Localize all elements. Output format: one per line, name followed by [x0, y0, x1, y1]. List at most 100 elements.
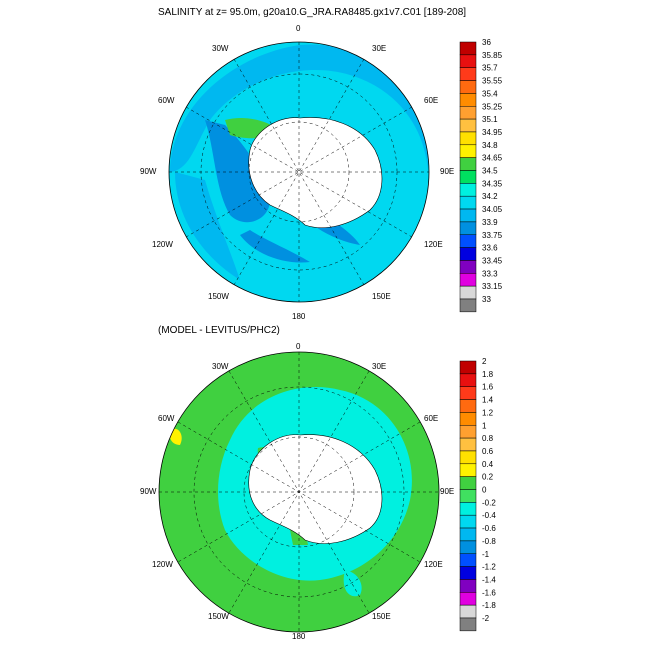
top-colorbar-swatch [459, 247, 477, 261]
bottom-colorbar-label: 1.2 [482, 408, 494, 417]
bottom-lon-150e: 150E [372, 612, 391, 621]
bottom-colorbar-swatch [459, 553, 477, 567]
top-colorbar-label: 33.9 [482, 218, 498, 227]
top-colorbar-label: 35.1 [482, 115, 498, 124]
top-lon-0: 0 [296, 24, 301, 33]
top-colorbar-swatch [459, 106, 477, 120]
bottom-colorbar-swatch [459, 514, 477, 529]
bottom-colorbar-swatch [459, 437, 477, 452]
bottom-colorbar-swatch [459, 489, 477, 503]
bottom-colorbar-swatch [459, 463, 477, 477]
top-lon-150e: 150E [372, 292, 391, 301]
bottom-colorbar-swatch [459, 566, 477, 580]
bottom-lon-180: 180 [292, 632, 306, 641]
top-colorbar-label: 35.85 [482, 51, 503, 60]
bottom-colorbar-label: -1.4 [482, 575, 496, 584]
top-colorbar-swatch [459, 41, 477, 56]
bottom-colorbar-label: -1.8 [482, 601, 496, 610]
bottom-colorbar-swatch [459, 617, 477, 632]
top-colorbar-swatch [459, 285, 477, 300]
bottom-colorbar-label: -0.2 [482, 498, 496, 507]
bottom-colorbar-swatch [459, 592, 477, 606]
bottom-colorbar-label: -0.8 [482, 537, 496, 546]
top-colorbar-swatch [459, 183, 477, 197]
bottom-lon-30e: 30E [372, 362, 387, 371]
top-lon-90w: 90W [140, 167, 157, 176]
bottom-map-title: (MODEL - LEVITUS/PHC2) [158, 325, 280, 336]
bottom-colorbar-label: -1.2 [482, 563, 496, 572]
bottom-colorbar-label: -0.6 [482, 524, 496, 533]
top-lon-30e: 30E [372, 44, 387, 53]
bottom-colorbar-label: 0.4 [482, 460, 494, 469]
top-lon-180: 180 [292, 312, 306, 321]
bottom-lon-90w: 90W [140, 487, 157, 496]
bottom-colorbar-swatch [459, 604, 477, 619]
bottom-lon-60e: 60E [424, 414, 439, 423]
bottom-lon-60w: 60W [158, 414, 175, 423]
bottom-colorbar-label: 1 [482, 421, 487, 430]
bottom-colorbar-label: -1 [482, 550, 490, 559]
bottom-colorbar-label: 1.8 [482, 370, 494, 379]
top-map-title: SALINITY at z= 95.0m, g20a10.G_JRA.RA848… [158, 7, 467, 18]
top-colorbar-label: 33.15 [482, 282, 503, 291]
bottom-lon-0: 0 [296, 342, 301, 351]
bottom-colorbar-swatch [459, 412, 477, 426]
top-lon-60w: 60W [158, 96, 175, 105]
bottom-colorbar-swatch [459, 373, 477, 387]
top-salinity-map [169, 42, 429, 302]
top-colorbar-swatch [459, 93, 477, 107]
top-colorbar-label: 33 [482, 295, 491, 304]
bottom-colorbar-swatch [459, 476, 477, 490]
bottom-colorbar-swatch [459, 360, 477, 375]
top-colorbar-label: 34.65 [482, 154, 503, 163]
top-colorbar-label: 33.45 [482, 256, 503, 265]
top-lon-60e: 60E [424, 96, 439, 105]
bottom-colorbar-label: -2 [482, 614, 490, 623]
bottom-lon-150w: 150W [208, 612, 229, 621]
bottom-colorbar-label: 2 [482, 357, 487, 366]
top-colorbar-swatch [459, 298, 477, 313]
top-lon-120w: 120W [152, 240, 173, 249]
top-colorbar-label: 35.55 [482, 77, 503, 86]
top-colorbar-label: 34.05 [482, 205, 503, 214]
bottom-colorbar-label: -0.4 [482, 511, 496, 520]
bottom-colorbar-swatch [459, 425, 477, 439]
bottom-colorbar-label: 0.2 [482, 473, 494, 482]
top-colorbar-swatch [459, 118, 477, 133]
bottom-colorbar: 2 1.8 1.6 1.4 1.2 1 0.8 0.6 0.4 0.2 0 -0.2 -0.4 -0.6 -… [459, 357, 496, 632]
top-colorbar-label: 35.25 [482, 102, 503, 111]
top-colorbar-swatch [459, 157, 477, 171]
bottom-colorbar-swatch [459, 540, 477, 555]
bottom-colorbar-label: 0 [482, 486, 487, 495]
top-colorbar-label: 33.6 [482, 244, 498, 253]
top-colorbar-label: 34.95 [482, 128, 503, 137]
top-colorbar: 36 35.85 35.7 35.55 35.4 35.25 35.1 34.95 34.8 34… [459, 38, 503, 313]
top-lon-120e: 120E [424, 240, 443, 249]
bottom-colorbar-swatch [459, 450, 477, 465]
bottom-colorbar-swatch [459, 502, 477, 516]
top-colorbar-label: 34.2 [482, 192, 498, 201]
bottom-colorbar-swatch [459, 399, 477, 413]
bottom-colorbar-label: 0.6 [482, 447, 494, 456]
top-lon-150w: 150W [208, 292, 229, 301]
bottom-colorbar-label: 1.6 [482, 383, 494, 392]
top-colorbar-swatch [459, 234, 477, 248]
top-colorbar-label: 33.75 [482, 231, 503, 240]
top-lon-90e: 90E [440, 167, 455, 176]
bottom-colorbar-swatch [459, 386, 477, 400]
top-colorbar-swatch [459, 80, 477, 94]
bottom-lon-90e: 90E [440, 487, 455, 496]
bottom-lon-120e: 120E [424, 560, 443, 569]
bottom-colorbar-label: -1.6 [482, 588, 496, 597]
bottom-colorbar-label: 1.4 [482, 396, 494, 405]
top-colorbar-swatch [459, 221, 477, 235]
top-colorbar-swatch [459, 273, 477, 287]
top-lon-30w: 30W [212, 44, 229, 53]
top-colorbar-swatch [459, 131, 477, 146]
top-colorbar-label: 36 [482, 38, 491, 47]
top-colorbar-label: 35.7 [482, 64, 498, 73]
bottom-colorbar-swatch [459, 527, 477, 542]
top-colorbar-label: 34.8 [482, 141, 498, 150]
top-colorbar-swatch [459, 208, 477, 223]
